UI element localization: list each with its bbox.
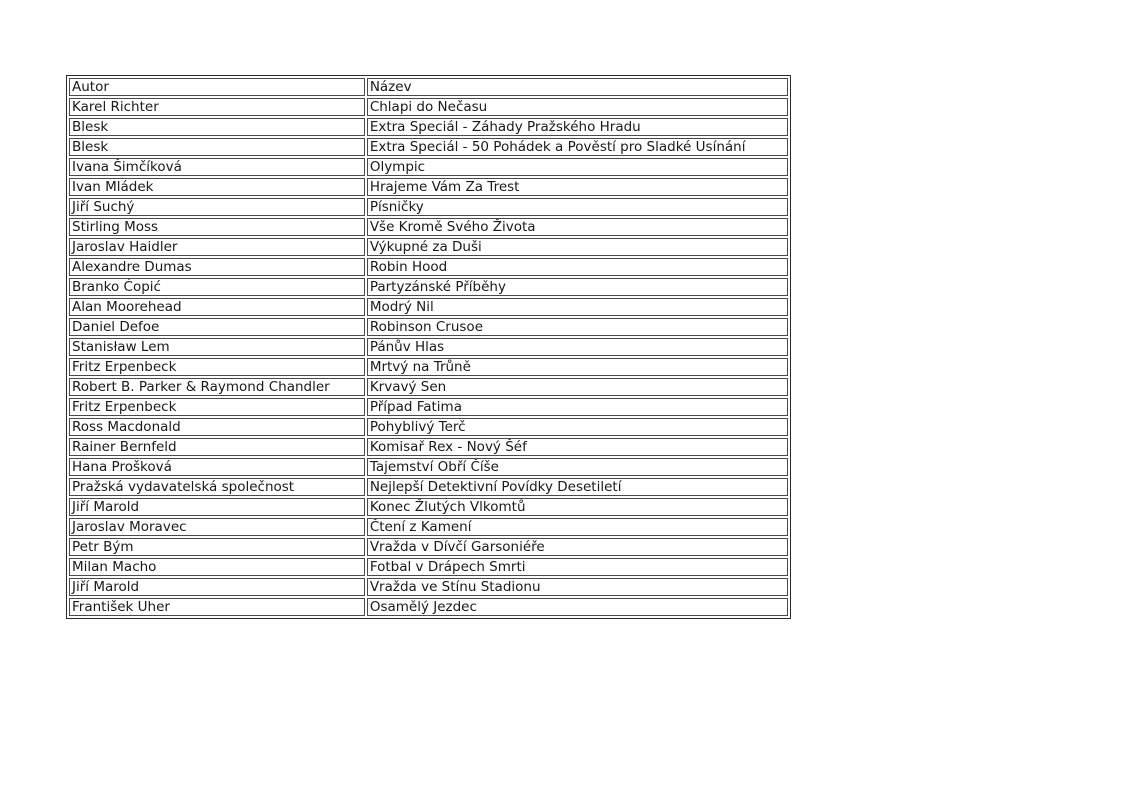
title-cell: Partyzánské Příběhy [366, 278, 788, 296]
author-cell: Milan Macho [69, 558, 365, 576]
table-row: Jaroslav Haidler Výkupné za Duši [69, 238, 788, 256]
author-cell: Ross Macdonald [69, 418, 365, 436]
books-table: Autor Název Karel Richter Chlapi do Nečas… [66, 75, 791, 619]
title-cell: Vražda ve Stínu Stadionu [366, 578, 788, 596]
table-row: Alan Moorehead Modrý Nil [69, 298, 788, 316]
table-row: Petr Bým Vražda v Dívčí Garsoniéře [69, 538, 788, 556]
table-row: Daniel Defoe Robinson Crusoe [69, 318, 788, 336]
author-cell: Alan Moorehead [69, 298, 365, 316]
header-row: Autor Název [69, 78, 788, 96]
table-row: Rainer Bernfeld Komisař Rex - Nový Šéf [69, 438, 788, 456]
title-cell: Extra Speciál - 50 Pohádek a Pověstí pro… [366, 138, 788, 156]
table-row: Blesk Extra Speciál - 50 Pohádek a Pověst… [69, 138, 788, 156]
table-row: Ivana Šimčíková Olympic [69, 158, 788, 176]
table-body: Karel Richter Chlapi do Nečasu Blesk Extra … [69, 98, 788, 616]
table-row: Blesk Extra Speciál - Záhady Pražského Hr… [69, 118, 788, 136]
author-cell: Jiří Marold [69, 498, 365, 516]
author-cell: Stirling Moss [69, 218, 365, 236]
author-cell: Blesk [69, 138, 365, 156]
title-cell: Vražda v Dívčí Garsoniéře [366, 538, 788, 556]
table-row: Robert B. Parker & Raymond Chandler Krvav… [69, 378, 788, 396]
table-row: Karel Richter Chlapi do Nečasu [69, 98, 788, 116]
author-cell: Daniel Defoe [69, 318, 365, 336]
author-cell: Fritz Erpenbeck [69, 398, 365, 416]
table-header: Autor Název [69, 78, 788, 96]
title-cell: Osamělý Jezdec [366, 598, 788, 616]
title-cell: Mrtvý na Trůně [366, 358, 788, 376]
title-cell: Robin Hood [366, 258, 788, 276]
title-cell: Modrý Nil [366, 298, 788, 316]
table-row: Alexandre Dumas Robin Hood [69, 258, 788, 276]
title-cell: Krvavý Sen [366, 378, 788, 396]
author-cell: Stanisław Lem [69, 338, 365, 356]
author-cell: Rainer Bernfeld [69, 438, 365, 456]
author-cell: Petr Bým [69, 538, 365, 556]
title-cell: Komisař Rex - Nový Šéf [366, 438, 788, 456]
author-cell: Fritz Erpenbeck [69, 358, 365, 376]
author-cell: František Uher [69, 598, 365, 616]
author-cell: Ivan Mládek [69, 178, 365, 196]
table-row: Jaroslav Moravec Čtení z Kamení [69, 518, 788, 536]
table-row: Hana Prošková Tajemství Obří Číše [69, 458, 788, 476]
author-cell: Branko Ćopić [69, 278, 365, 296]
title-cell: Robinson Crusoe [366, 318, 788, 336]
author-cell: Jiří Suchý [69, 198, 365, 216]
books-table-container: Autor Název Karel Richter Chlapi do Nečas… [66, 75, 791, 619]
author-cell: Alexandre Dumas [69, 258, 365, 276]
table-row: Jiří Suchý Písničky [69, 198, 788, 216]
title-cell: Chlapi do Nečasu [366, 98, 788, 116]
title-cell: Tajemství Obří Číše [366, 458, 788, 476]
table-row: Branko Ćopić Partyzánské Příběhy [69, 278, 788, 296]
table-row: Fritz Erpenbeck Mrtvý na Trůně [69, 358, 788, 376]
table-row: Pražská vydavatelská společnost Nejlepší … [69, 478, 788, 496]
author-cell: Karel Richter [69, 98, 365, 116]
title-cell: Vše Kromě Svého Života [366, 218, 788, 236]
table-row: Milan Macho Fotbal v Drápech Smrti [69, 558, 788, 576]
author-cell: Ivana Šimčíková [69, 158, 365, 176]
title-cell: Výkupné za Duši [366, 238, 788, 256]
title-cell: Olympic [366, 158, 788, 176]
title-cell: Konec Žlutých Vlkomtů [366, 498, 788, 516]
table-row: Ivan Mládek Hrajeme Vám Za Trest [69, 178, 788, 196]
table-row: Stirling Moss Vše Kromě Svého Života [69, 218, 788, 236]
table-row: František Uher Osamělý Jezdec [69, 598, 788, 616]
author-cell: Pražská vydavatelská společnost [69, 478, 365, 496]
title-cell: Extra Speciál - Záhady Pražského Hradu [366, 118, 788, 136]
column-header-autor: Autor [69, 78, 365, 96]
title-cell: Písničky [366, 198, 788, 216]
table-row: Jiří Marold Konec Žlutých Vlkomtů [69, 498, 788, 516]
column-header-nazev: Název [366, 78, 788, 96]
table-row: Stanisław Lem Pánův Hlas [69, 338, 788, 356]
table-row: Ross Macdonald Pohyblivý Terč [69, 418, 788, 436]
title-cell: Nejlepší Detektivní Povídky Desetiletí [366, 478, 788, 496]
title-cell: Čtení z Kamení [366, 518, 788, 536]
author-cell: Hana Prošková [69, 458, 365, 476]
title-cell: Fotbal v Drápech Smrti [366, 558, 788, 576]
title-cell: Pánův Hlas [366, 338, 788, 356]
author-cell: Jaroslav Haidler [69, 238, 365, 256]
author-cell: Robert B. Parker & Raymond Chandler [69, 378, 365, 396]
author-cell: Jiří Marold [69, 578, 365, 596]
table-row: Jiří Marold Vražda ve Stínu Stadionu [69, 578, 788, 596]
title-cell: Hrajeme Vám Za Trest [366, 178, 788, 196]
title-cell: Pohyblivý Terč [366, 418, 788, 436]
title-cell: Případ Fatima [366, 398, 788, 416]
author-cell: Jaroslav Moravec [69, 518, 365, 536]
table-row: Fritz Erpenbeck Případ Fatima [69, 398, 788, 416]
author-cell: Blesk [69, 118, 365, 136]
